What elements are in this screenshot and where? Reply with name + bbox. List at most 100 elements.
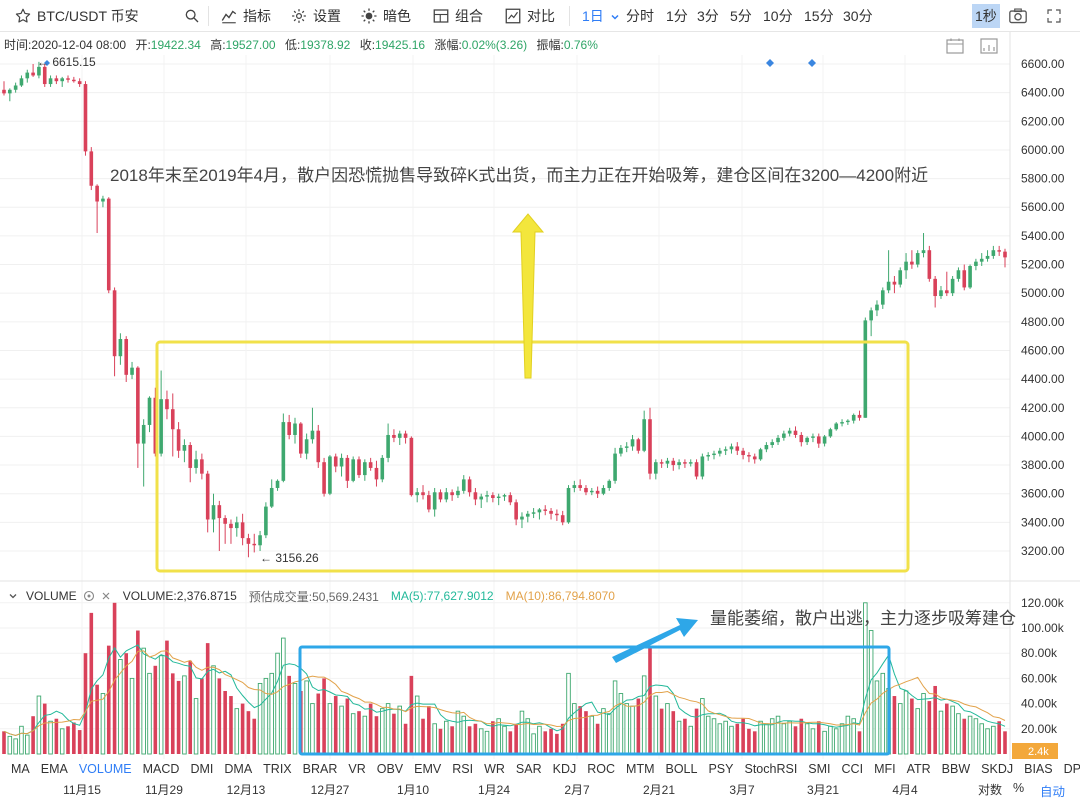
candle-body [229, 523, 233, 529]
candle-body [392, 434, 396, 438]
volume-bar [903, 690, 909, 755]
volume-bar [77, 730, 82, 754]
interval-15m[interactable]: 15分 [804, 8, 834, 24]
indicator-tab-mtm[interactable]: MTM [626, 762, 655, 776]
indicator-tab-volume[interactable]: VOLUME [78, 762, 132, 776]
price-volume-chart[interactable]: 6600.00 6400.00 6200.00 6000.00 5800.00 5600.… [0, 32, 1080, 760]
volume-bar [653, 695, 659, 755]
indicator-tab-kdj[interactable]: KDJ [552, 762, 577, 776]
event-marker-icon[interactable] [808, 59, 816, 67]
candle-body [1003, 251, 1007, 258]
search-icon[interactable] [184, 8, 200, 24]
percent-toggle[interactable]: % [1013, 781, 1025, 795]
candle-body [677, 462, 681, 466]
calendar-icon[interactable] [946, 38, 964, 54]
symbol-selector[interactable]: BTC/USDT 币安 [14, 0, 139, 32]
combo-button[interactable]: 组合 [432, 0, 483, 32]
volume-bar [48, 720, 53, 755]
symbol-label[interactable]: BTC/USDT 币安 [37, 8, 139, 24]
volume-tick-label: 80.00k [1021, 646, 1058, 660]
indicator-tab-ma[interactable]: MA [11, 762, 30, 776]
candle-body [89, 151, 94, 186]
candle-body [514, 502, 518, 520]
candle-body [816, 436, 821, 444]
indicator-tab-wr[interactable]: WR [484, 762, 505, 776]
close-icon[interactable] [101, 591, 111, 601]
indicator-tab-psy[interactable]: PSY [708, 762, 734, 776]
time-key: 时间: [4, 38, 32, 52]
indicator-tab-skdj[interactable]: SKDJ [981, 762, 1014, 776]
candle-body [252, 543, 257, 546]
volume-bar [153, 665, 158, 754]
indicator-tab-emv[interactable]: EMV [414, 762, 442, 776]
indicator-tab-bbw[interactable]: BBW [941, 762, 971, 776]
candle-body [496, 496, 501, 499]
event-marker-icon[interactable] [766, 59, 774, 67]
indicator-tab-boll[interactable]: BOLL [665, 762, 698, 776]
candle-body [997, 250, 1001, 252]
time-value: 2020-12-04 08:00 [31, 38, 127, 52]
interval-3m[interactable]: 3分 [697, 8, 719, 24]
indicator-tab-macd[interactable]: MACD [142, 762, 180, 776]
indicator-tab-vr[interactable]: VR [348, 762, 366, 776]
candle-body [269, 487, 274, 507]
fullscreen-icon[interactable] [1046, 8, 1062, 24]
indicator-tab-smi[interactable]: SMI [808, 762, 831, 776]
price-tick-label: 6600.00 [1021, 57, 1065, 71]
camera-icon[interactable] [1008, 7, 1028, 25]
volume-bar [112, 602, 117, 754]
screenshot-button[interactable] [1008, 0, 1028, 32]
indicator-tab-trix[interactable]: TRIX [263, 762, 292, 776]
indicator-tab-brar[interactable]: BRAR [302, 762, 338, 776]
candle-body [176, 429, 181, 451]
candle-body [8, 89, 12, 94]
indicator-icon [221, 10, 237, 24]
volume-bar [927, 701, 932, 754]
candle-body [834, 423, 839, 430]
indicator-tab-sar[interactable]: SAR [515, 762, 542, 776]
high-key: 高: [210, 38, 226, 52]
interval-30m[interactable]: 30分 [843, 8, 873, 24]
volume-bar [584, 711, 588, 754]
volume-bar [257, 682, 263, 755]
indicator-tab-obv[interactable]: OBV [376, 762, 404, 776]
event-marker-icon[interactable] [44, 60, 50, 66]
search-button[interactable] [184, 0, 200, 32]
compare-button[interactable]: 对比 [504, 0, 555, 32]
price-tick-label: 5600.00 [1021, 200, 1065, 214]
candle-body [572, 485, 577, 488]
interval-1d[interactable]: 1日 [582, 0, 620, 32]
chart-settings-icon[interactable] [980, 38, 998, 54]
indicator-button[interactable]: 指标 [220, 0, 271, 32]
chevron-down-icon[interactable] [610, 12, 620, 22]
fullscreen-button[interactable] [1046, 0, 1062, 32]
indicator-tab-dma[interactable]: DMA [224, 762, 253, 776]
auto-scale-toggle[interactable]: 自动 [1040, 785, 1066, 799]
volume-shrink-box [298, 645, 891, 756]
indicator-tab-mfi[interactable]: MFI [874, 762, 896, 776]
indicator-tab-bias[interactable]: BIAS [1024, 762, 1053, 776]
star-icon[interactable] [14, 7, 32, 25]
settings-icon[interactable] [83, 590, 95, 602]
indicator-tab-dpo[interactable]: DPO [1063, 762, 1080, 776]
indicator-tab-rsi[interactable]: RSI [452, 762, 474, 776]
dark-mode-button[interactable]: 暗色 [360, 0, 411, 32]
chevron-down-icon[interactable] [8, 591, 18, 601]
indicator-tab-ema[interactable]: EMA [40, 762, 68, 776]
indicator-tab-atr[interactable]: ATR [906, 762, 931, 776]
indicator-tab-roc[interactable]: ROC [587, 762, 616, 776]
interval-1s[interactable]: 1秒 [972, 4, 1000, 28]
candle-body [275, 480, 280, 488]
volume-bar [676, 720, 682, 755]
interval-timeline[interactable]: 分时 [626, 8, 654, 24]
indicator-tab-stochrsi[interactable]: StochRSI [744, 762, 798, 776]
interval-5m[interactable]: 5分 [730, 8, 752, 24]
interval-1m[interactable]: 1分 [666, 8, 688, 24]
volume-bar [828, 725, 833, 755]
indicator-tab-cci[interactable]: CCI [841, 762, 864, 776]
interval-10m[interactable]: 10分 [763, 8, 793, 24]
amplitude-key: 振幅: [536, 38, 564, 52]
indicator-tab-dmi[interactable]: DMI [190, 762, 214, 776]
candle-body [799, 434, 804, 443]
settings-button[interactable]: 设置 [290, 0, 341, 32]
